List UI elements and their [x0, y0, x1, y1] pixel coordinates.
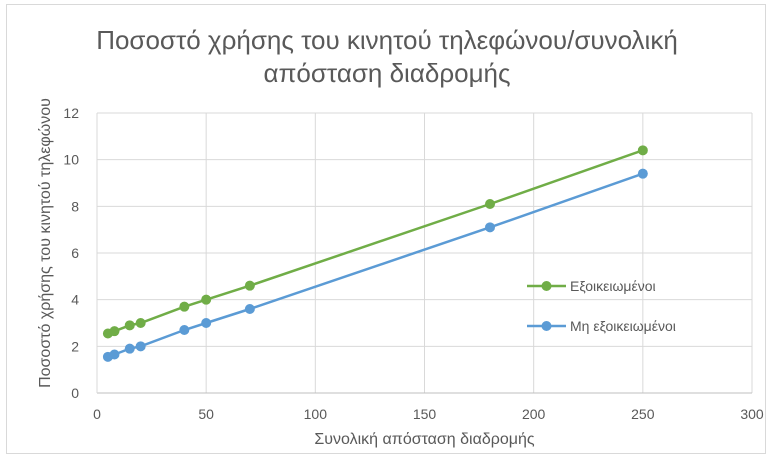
y-tick-label: 0 — [71, 385, 79, 401]
data-point-series-2 — [179, 325, 190, 335]
y-tick-label: 4 — [71, 292, 79, 308]
data-point-series-2 — [135, 341, 146, 352]
data-point-series-2 — [637, 168, 648, 179]
x-tick-label: 150 — [413, 406, 437, 422]
chart-title-line-2: απόσταση διαδρομής — [263, 58, 511, 88]
y-tick-label: 10 — [63, 152, 79, 168]
y-tick-label: 6 — [71, 245, 79, 261]
data-point-series-2 — [124, 343, 135, 354]
data-point-series-1 — [109, 326, 120, 337]
chart-frame — [6, 4, 766, 454]
y-tick-label: 12 — [63, 105, 79, 121]
data-point-series-1 — [135, 318, 146, 328]
data-point-series-2 — [201, 318, 212, 328]
y-axis-title: Ποσοστό χρήσης του κινητού τηλεφώνου — [37, 98, 54, 388]
x-tick-label: 50 — [198, 406, 214, 422]
legend-label-1: Εξοικειωμένοι — [570, 278, 656, 294]
data-point-series-2 — [244, 304, 255, 314]
data-point-series-2 — [109, 349, 120, 360]
x-tick-label: 200 — [522, 406, 546, 422]
x-tick-label: 0 — [93, 406, 101, 422]
data-point-series-2 — [485, 222, 495, 233]
data-point-series-1 — [637, 145, 648, 156]
x-tick-label: 250 — [631, 406, 655, 422]
x-tick-label: 300 — [740, 406, 764, 422]
data-point-series-1 — [124, 320, 135, 331]
x-tick-label: 100 — [304, 406, 328, 422]
legend-label-2: Μη εξοικειωμένοι — [570, 318, 676, 334]
data-point-series-1 — [244, 280, 255, 291]
data-point-series-1 — [485, 199, 495, 209]
chart-title: Ποσοστό χρήσης του κινητού τηλεφώνου/συν… — [0, 24, 774, 90]
legend-marker-2 — [541, 321, 552, 331]
chart-title-line-1: Ποσοστό χρήσης του κινητού τηλεφώνου/συν… — [96, 25, 678, 55]
y-tick-label: 2 — [71, 338, 79, 354]
data-point-series-1 — [201, 294, 212, 305]
x-axis-title: Συνολική απόσταση διαδρομής — [314, 431, 534, 448]
legend-marker-1 — [541, 281, 552, 291]
data-point-series-1 — [179, 301, 190, 312]
y-tick-label: 8 — [71, 198, 79, 214]
